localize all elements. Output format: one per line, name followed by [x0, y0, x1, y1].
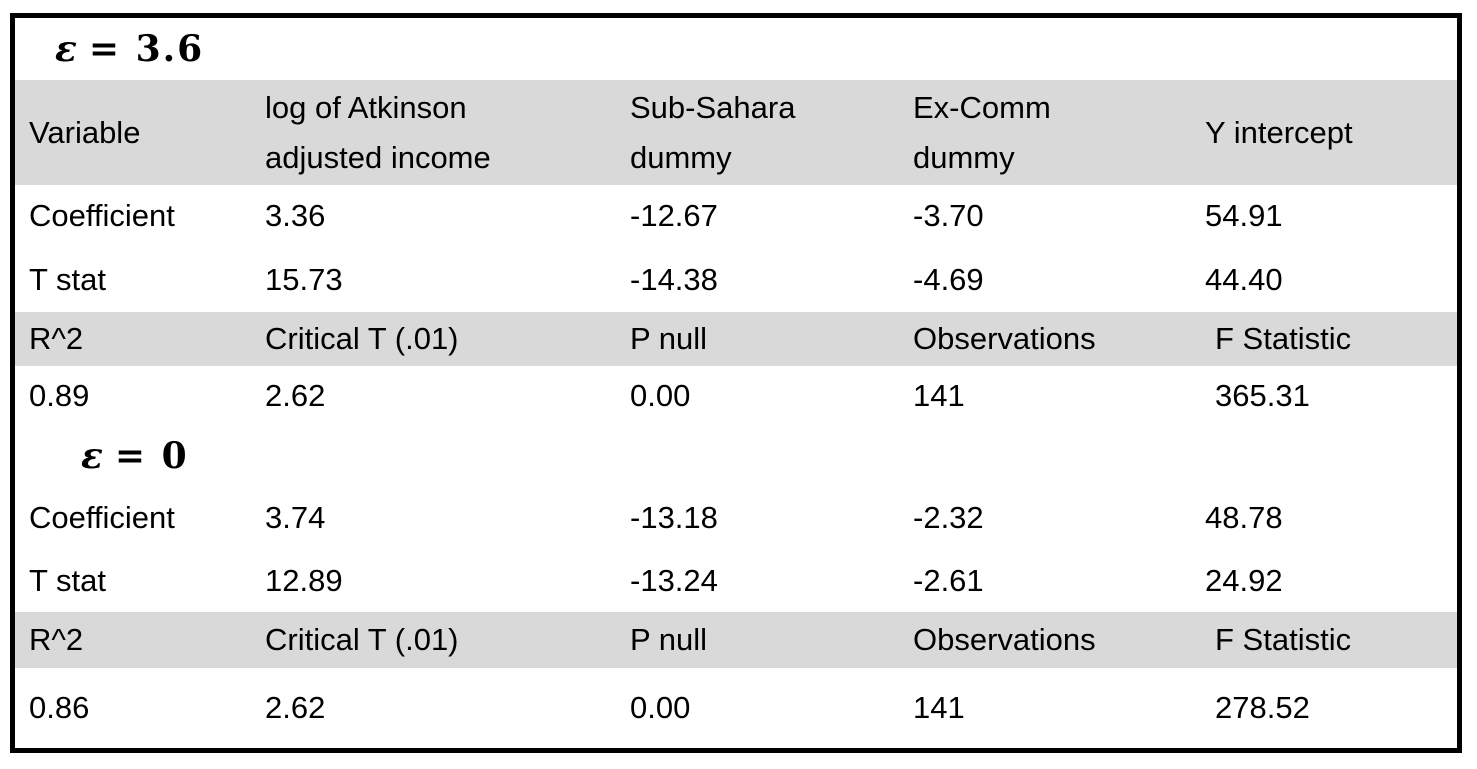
data-cell: 3.36 [265, 198, 326, 233]
section-2-title-value: = 0 [114, 435, 189, 477]
row-label: Coefficient [29, 500, 175, 535]
section-1-title-value: = 3.6 [88, 28, 205, 70]
section-1-title-row: ε = 3.6 [15, 18, 1457, 80]
row-label: T stat [29, 562, 106, 598]
stats-value-cell: 141 [913, 690, 965, 725]
stats-header-cell: Critical T (.01) [265, 321, 459, 356]
section-1-stats-header-row: R^2 Critical T (.01) P null Observations… [15, 312, 1457, 366]
stats-table: ε = 3.6 Variable log of Atkinson adjusted… [15, 18, 1457, 748]
data-cell: 48.78 [1205, 500, 1283, 535]
section-2-stats-header-row: R^2 Critical T (.01) P null Observations… [15, 612, 1457, 668]
stats-header-cell: R^2 [29, 622, 84, 657]
stats-header-cell: P null [630, 321, 707, 356]
column-header-ex-comm-dummy: Ex-Comm dummy [913, 89, 1051, 175]
column-header-variable: Variable [29, 114, 141, 150]
stats-value-cell: 0.86 [29, 690, 90, 725]
row-label: Coefficient [29, 198, 175, 233]
section-2-coefficient-row: Coefficient 3.74 -13.18 -2.32 48.78 [15, 487, 1457, 549]
stats-value-cell: 141 [913, 377, 965, 413]
stats-header-cell: Observations [913, 321, 1096, 356]
column-header-y-intercept: Y intercept [1205, 114, 1353, 150]
data-cell: -4.69 [913, 261, 984, 297]
epsilon-symbol: ε [55, 28, 79, 70]
section-1-tstat-row: T stat 15.73 -14.38 -4.69 44.40 [15, 247, 1457, 312]
section-2-tstat-row: T stat 12.89 -13.24 -2.61 24.92 [15, 549, 1457, 612]
data-cell: -12.67 [630, 198, 718, 233]
data-cell: -13.18 [630, 500, 718, 535]
stats-header-cell: P null [630, 622, 707, 657]
row-label: T stat [29, 261, 106, 297]
data-cell: -14.38 [630, 261, 718, 297]
regression-results-table: ε = 3.6 Variable log of Atkinson adjusted… [10, 13, 1462, 753]
stats-header-cell: Critical T (.01) [265, 622, 459, 657]
data-cell: 3.74 [265, 500, 326, 535]
section-2-title: ε = 0 [15, 425, 1457, 487]
stats-value-cell: 0.00 [630, 690, 691, 725]
epsilon-symbol: ε [81, 435, 105, 477]
stats-value-cell: 2.62 [265, 690, 326, 725]
data-cell: 44.40 [1205, 261, 1283, 297]
data-cell: 54.91 [1205, 198, 1283, 233]
stats-header-cell: F Statistic [1215, 622, 1352, 657]
stats-header-cell: F Statistic [1215, 321, 1352, 356]
data-cell: 12.89 [265, 562, 343, 598]
section-1-coefficient-row: Coefficient 3.36 -12.67 -3.70 54.91 [15, 185, 1457, 247]
section-2-stats-values-row: 0.86 2.62 0.00 141 278.52 [15, 668, 1457, 748]
column-header-atkinson-income: log of Atkinson adjusted income [265, 89, 491, 175]
data-cell: 24.92 [1205, 562, 1283, 598]
data-cell: -13.24 [630, 562, 718, 598]
data-cell: -2.32 [913, 500, 984, 535]
stats-header-cell: R^2 [29, 321, 84, 356]
stats-value-cell: 0.89 [29, 377, 90, 413]
section-1-title: ε = 3.6 [15, 18, 1457, 80]
column-header-sub-sahara-dummy: Sub-Sahara dummy [630, 89, 796, 175]
column-header-row: Variable log of Atkinson adjusted income… [15, 80, 1457, 185]
data-cell: -3.70 [913, 198, 984, 233]
stats-header-cell: Observations [913, 622, 1096, 657]
data-cell: 15.73 [265, 261, 343, 297]
stats-value-cell: 2.62 [265, 377, 326, 413]
data-cell: -2.61 [913, 562, 984, 598]
stats-value-cell: 0.00 [630, 377, 691, 413]
section-1-stats-values-row: 0.89 2.62 0.00 141 365.31 [15, 366, 1457, 425]
section-2-title-row: ε = 0 [15, 425, 1457, 487]
stats-value-cell: 365.31 [1215, 377, 1310, 413]
stats-value-cell: 278.52 [1215, 690, 1310, 725]
